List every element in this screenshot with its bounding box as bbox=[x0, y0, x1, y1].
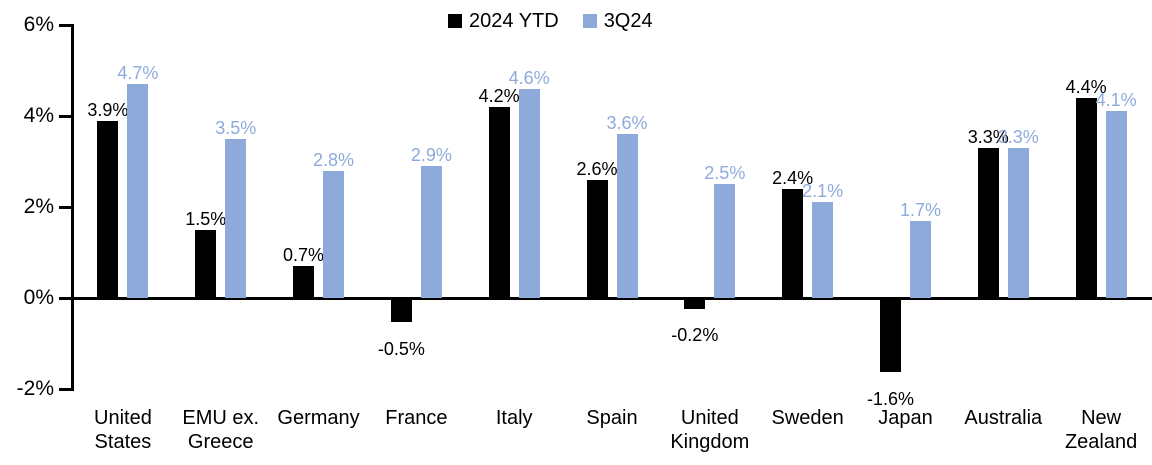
value-label-2024-ytd-france: -0.5% bbox=[377, 338, 425, 359]
value-label-2024-ytd-emu-ex-greece: 1.5% bbox=[185, 208, 227, 229]
bar-2024-ytd-sweden bbox=[782, 188, 804, 298]
legend-swatch-2024-ytd-icon bbox=[448, 14, 462, 28]
bar-3q24-spain bbox=[616, 134, 638, 298]
category-label-emu-ex-greece: EMU ex. Greece bbox=[182, 407, 260, 453]
bar-2024-ytd-emu-ex-greece bbox=[195, 229, 217, 298]
bar-2024-ytd-france bbox=[390, 299, 412, 323]
value-label-2024-ytd-new-zealand: 4.4% bbox=[1065, 76, 1107, 97]
value-label-3q24-united-states: 4.7% bbox=[117, 63, 159, 84]
bar-3q24-germany bbox=[323, 170, 345, 298]
bar-2024-ytd-united-kingdom bbox=[684, 299, 706, 309]
value-label-3q24-sweden: 2.1% bbox=[802, 181, 844, 202]
y-axis-tick-mark-0 bbox=[59, 296, 74, 300]
y-axis-tick-mark-2 bbox=[59, 205, 74, 209]
value-label-3q24-france: 2.9% bbox=[410, 145, 452, 166]
chart-legend: 2024 YTD 3Q24 bbox=[448, 7, 653, 35]
value-label-3q24-spain: 3.6% bbox=[606, 113, 648, 134]
category-label-united-kingdom: United Kingdom bbox=[670, 407, 750, 453]
category-label-japan: Japan bbox=[878, 407, 933, 429]
bar-3q24-united-kingdom bbox=[714, 184, 736, 298]
category-label-germany: Germany bbox=[277, 407, 360, 429]
value-label-3q24-germany: 2.8% bbox=[313, 149, 355, 170]
category-label-australia: Australia bbox=[964, 407, 1043, 429]
bar-3q24-italy bbox=[518, 88, 540, 298]
value-label-3q24-new-zealand: 4.1% bbox=[1095, 90, 1137, 111]
bar-3q24-france bbox=[420, 166, 442, 298]
y-axis-tick-label-0: 0% bbox=[23, 286, 54, 309]
value-label-3q24-japan: 1.7% bbox=[899, 199, 941, 220]
category-label-united-states: United States bbox=[94, 407, 152, 453]
value-label-2024-ytd-italy: 4.2% bbox=[478, 85, 520, 106]
category-label-france: France bbox=[385, 407, 448, 429]
category-label-new-zealand: New Zealand bbox=[1064, 407, 1138, 453]
bar-2024-ytd-australia bbox=[977, 147, 999, 298]
legend-item-3q24: 3Q24 bbox=[582, 9, 653, 33]
x-axis-line bbox=[71, 296, 1152, 300]
category-label-spain: Spain bbox=[586, 407, 638, 429]
y-axis-line bbox=[71, 24, 74, 390]
value-label-3q24-italy: 4.6% bbox=[508, 67, 550, 88]
y-axis-tick-mark-4 bbox=[59, 114, 74, 118]
value-label-2024-ytd-sweden: 2.4% bbox=[772, 167, 814, 188]
value-label-3q24-united-kingdom: 2.5% bbox=[704, 163, 746, 184]
value-label-2024-ytd-japan: -1.6% bbox=[866, 388, 914, 409]
y-axis-tick-mark-6 bbox=[59, 23, 74, 27]
value-label-2024-ytd-australia: 3.3% bbox=[967, 126, 1009, 147]
bar-2024-ytd-spain bbox=[586, 179, 608, 298]
y-axis-tick-mark-2 bbox=[59, 387, 74, 391]
value-label-2024-ytd-germany: 0.7% bbox=[283, 245, 325, 266]
bar-3q24-united-states bbox=[127, 84, 149, 298]
bar-2024-ytd-italy bbox=[488, 106, 510, 298]
bar-3q24-australia bbox=[1007, 147, 1029, 298]
bar-3q24-sweden bbox=[812, 202, 834, 298]
legend-label-3q24: 3Q24 bbox=[603, 9, 653, 32]
bar-3q24-emu-ex-greece bbox=[225, 138, 247, 298]
value-label-2024-ytd-united-kingdom: -0.2% bbox=[671, 325, 719, 346]
bar-2024-ytd-japan bbox=[879, 299, 901, 373]
legend-item-2024-ytd: 2024 YTD bbox=[448, 10, 559, 33]
legend-label-2024-ytd: 2024 YTD bbox=[469, 9, 559, 32]
value-label-2024-ytd-united-states: 3.9% bbox=[87, 99, 129, 120]
bar-3q24-japan bbox=[909, 220, 931, 298]
value-label-3q24-emu-ex-greece: 3.5% bbox=[215, 117, 257, 138]
value-label-2024-ytd-spain: 2.6% bbox=[576, 158, 618, 179]
category-label-sweden: Sweden bbox=[771, 407, 844, 429]
category-label-italy: Italy bbox=[495, 407, 533, 429]
bar-2024-ytd-germany bbox=[293, 266, 315, 298]
y-axis-tick-label-2: 2% bbox=[23, 195, 54, 218]
y-axis-tick-label-2: -2% bbox=[16, 377, 54, 400]
y-axis-tick-label-6: 6% bbox=[23, 13, 54, 36]
y-axis-tick-label-4: 4% bbox=[23, 104, 54, 127]
bar-2024-ytd-new-zealand bbox=[1075, 97, 1097, 298]
legend-swatch-3q24-icon bbox=[582, 14, 597, 28]
bar-2024-ytd-united-states bbox=[97, 120, 119, 298]
bar-3q24-new-zealand bbox=[1105, 111, 1127, 298]
value-label-3q24-australia: 3.3% bbox=[997, 126, 1039, 147]
